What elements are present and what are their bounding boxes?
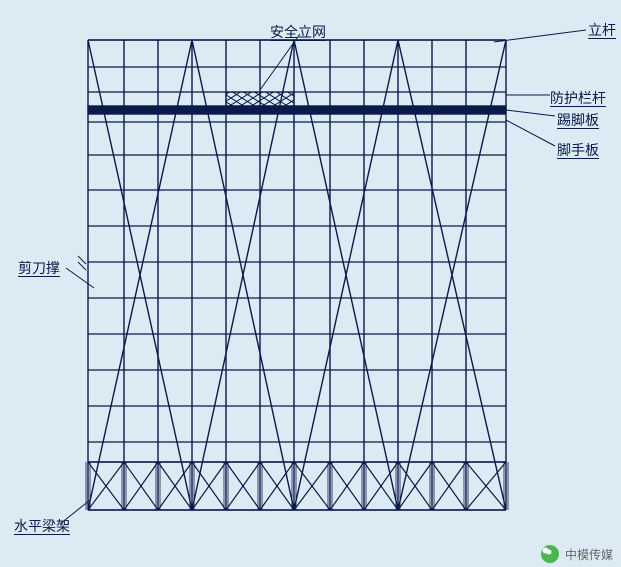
label-guard-rail: 防护栏杆 <box>550 88 606 108</box>
watermark: 中模传媒 <box>541 545 613 563</box>
label-scaffold-board: 脚手板 <box>557 140 599 160</box>
watermark-text: 中模传媒 <box>565 546 613 563</box>
label-scissor-brace: 剪刀撑 <box>18 258 60 278</box>
label-toe-board: 踢脚板 <box>557 110 599 130</box>
wechat-icon <box>541 545 559 563</box>
label-horiz-beam: 水平梁架 <box>14 516 70 536</box>
label-standing-pole: 立杆 <box>588 20 616 40</box>
label-safety-net: 安全立网 <box>270 22 326 42</box>
